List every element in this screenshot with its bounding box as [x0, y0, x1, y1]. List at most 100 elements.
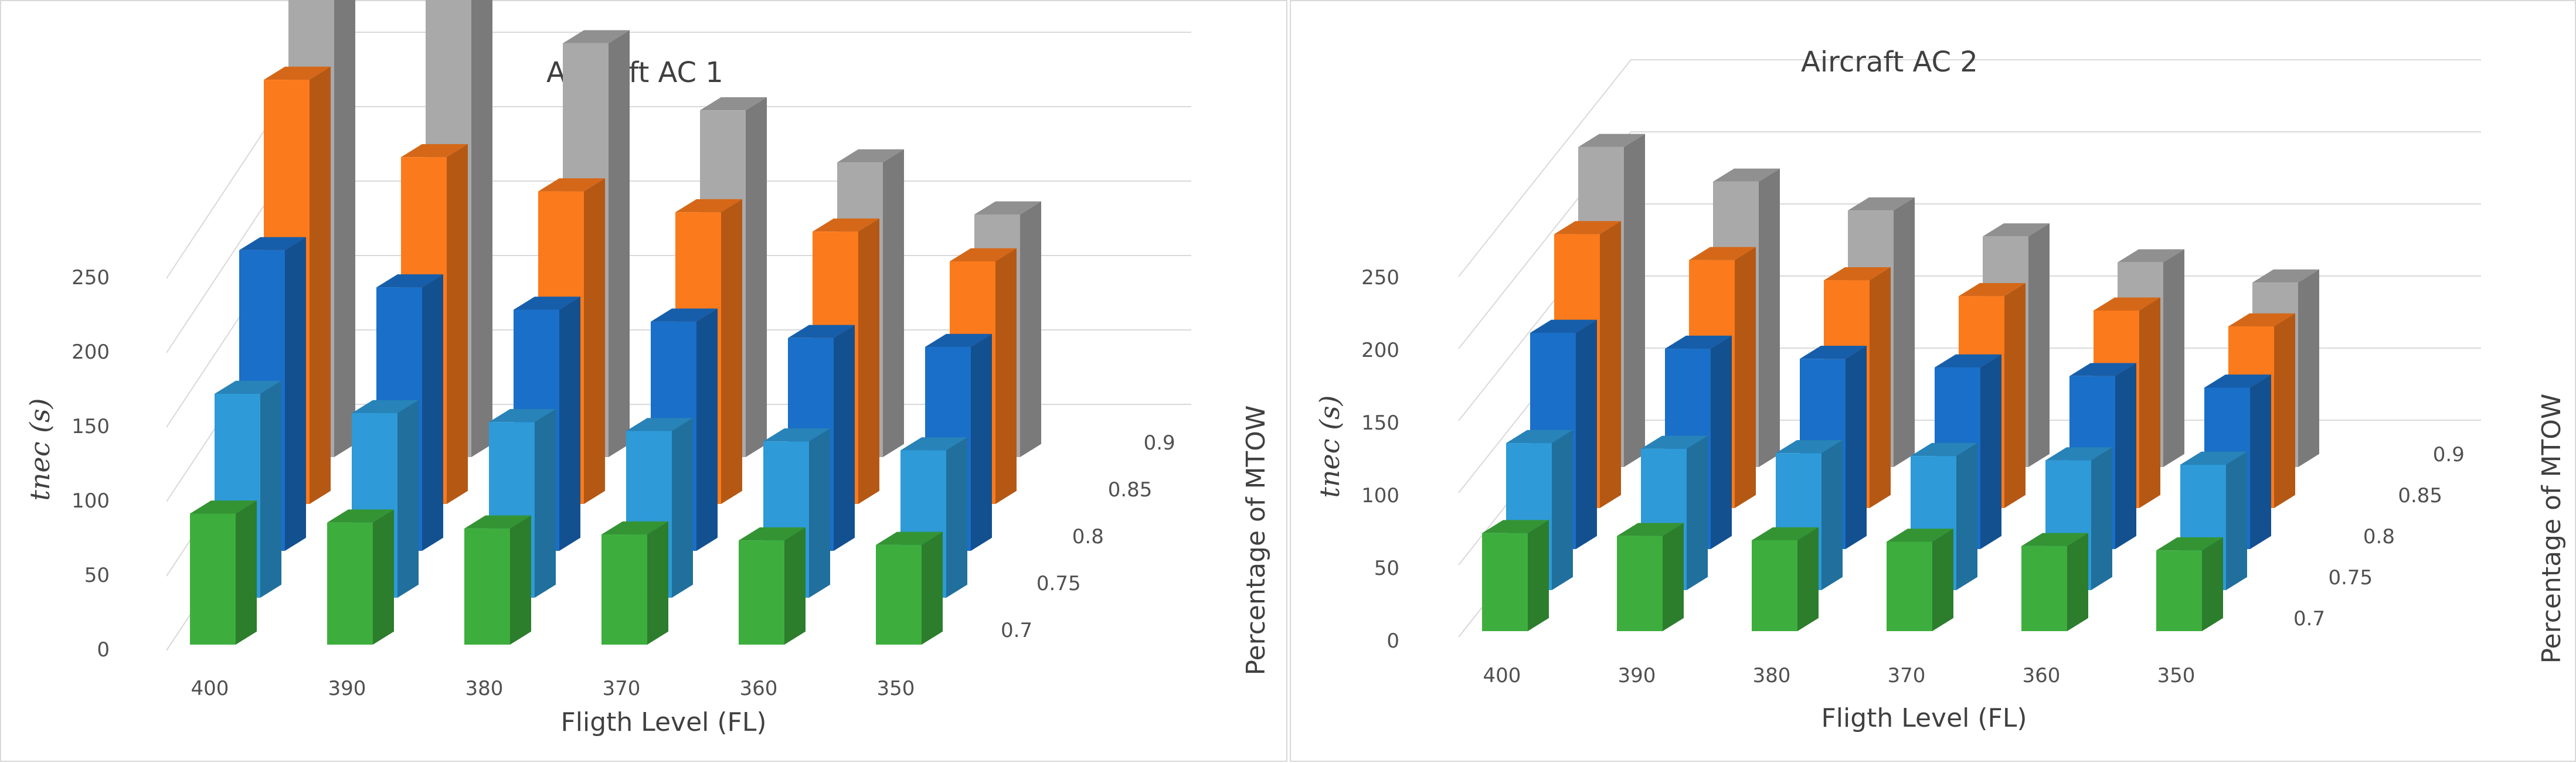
y-tick-label: 250: [72, 266, 110, 289]
bar-side: [922, 532, 943, 645]
series-label: 0.75: [2328, 566, 2373, 590]
bar-top: [1530, 319, 1597, 333]
bar-side: [2226, 451, 2247, 590]
bar-top: [190, 500, 257, 514]
bar-side: [1870, 267, 1891, 508]
bar-side: [471, 0, 492, 457]
bar-side: [721, 199, 742, 505]
bar-top: [1776, 440, 1843, 454]
bar-front: [601, 534, 647, 645]
bar-top: [563, 30, 630, 43]
bar-side: [946, 437, 967, 598]
bar-top: [1617, 523, 1684, 536]
bar-top: [2045, 447, 2112, 461]
bar-top: [2228, 313, 2295, 327]
bar: [1641, 435, 1708, 590]
bar-side: [2202, 537, 2223, 631]
bar-front: [190, 513, 236, 645]
bar-side: [971, 333, 992, 551]
y-tick-label: 50: [84, 564, 110, 587]
chart-title: Aircraft AC 2: [1801, 46, 1978, 79]
bar-top: [601, 521, 668, 535]
bar-side: [1821, 440, 1843, 590]
bar-side: [559, 297, 580, 551]
bar-top: [2180, 451, 2247, 465]
x-tick-label: 390: [328, 677, 366, 700]
bar-side: [397, 400, 419, 598]
z-axis-title: Percentage of MTOW: [1241, 406, 1271, 676]
bar-side: [609, 30, 630, 458]
series-label: 0.7: [2293, 607, 2325, 631]
bar-side: [1894, 197, 1915, 467]
bar-front: [2021, 546, 2067, 631]
bar-top: [900, 437, 967, 451]
bar: [1617, 523, 1684, 631]
bar-side: [2004, 283, 2026, 508]
x-tick-label: 400: [191, 677, 229, 700]
bar-side: [2250, 374, 2271, 549]
bar-top: [514, 297, 580, 310]
bar-front: [464, 528, 510, 645]
series-label: 0.75: [1036, 572, 1081, 595]
bar-side: [1576, 319, 1597, 549]
bar-top: [651, 308, 718, 322]
bar-side: [422, 274, 443, 551]
bar-top: [464, 515, 531, 529]
bar: [2156, 537, 2223, 631]
bar-top: [2021, 533, 2088, 546]
bar-top: [1506, 430, 1573, 444]
bar-top: [739, 527, 806, 541]
bar-top: [1911, 442, 1977, 457]
bar-side: [1956, 442, 1977, 590]
bar-side: [285, 237, 306, 551]
y-axis-title: tnec (s): [1314, 395, 1345, 498]
bar-side: [447, 144, 468, 505]
bar-top: [1959, 283, 2026, 297]
bar-top: [376, 274, 443, 288]
series-label: 0.8: [2363, 525, 2395, 549]
x-tick-label: 370: [1888, 664, 1926, 687]
bar: [1887, 529, 1953, 631]
series-label: 0.9: [2433, 443, 2465, 466]
bar-top: [215, 380, 281, 394]
bar-side: [1932, 529, 1953, 631]
bar-side: [1663, 523, 1684, 631]
bar-top: [264, 66, 331, 80]
bar-side: [1687, 435, 1708, 590]
series-label: 0.9: [1144, 431, 1175, 455]
bar-side: [2028, 223, 2050, 467]
x-tick-label: 350: [877, 677, 915, 700]
y-tick-label: 100: [1361, 484, 1399, 507]
bar-top: [1824, 267, 1891, 281]
bar-side: [1797, 527, 1819, 631]
bar: [739, 527, 806, 645]
bar: [464, 515, 531, 645]
bar-front: [739, 540, 784, 645]
bar-top: [239, 237, 306, 250]
x-tick-label: 400: [1483, 664, 1521, 687]
bar-side: [260, 380, 281, 598]
series-label: 0.7: [1001, 619, 1032, 642]
bar: [601, 521, 668, 645]
bar-top: [1482, 520, 1549, 533]
bar: [1752, 527, 1819, 631]
bar-side: [1980, 354, 2001, 549]
bar-top: [2204, 374, 2271, 388]
bar-top: [352, 400, 419, 414]
y-tick-label: 100: [72, 489, 110, 513]
bar-side: [2067, 533, 2088, 631]
bar-side: [1020, 201, 1041, 457]
bar-top: [876, 532, 943, 545]
bar-top: [813, 218, 879, 232]
bar-top: [974, 201, 1041, 214]
bar-side: [2163, 249, 2184, 467]
bar-top: [950, 248, 1017, 261]
bar-top: [1800, 345, 1867, 359]
y-tick-label: 150: [72, 415, 110, 438]
bars: [190, 0, 1041, 645]
bar-top: [1641, 435, 1708, 449]
bar-top: [1935, 354, 2001, 368]
series-label: 0.85: [1108, 478, 1153, 502]
bar-top: [763, 428, 830, 442]
